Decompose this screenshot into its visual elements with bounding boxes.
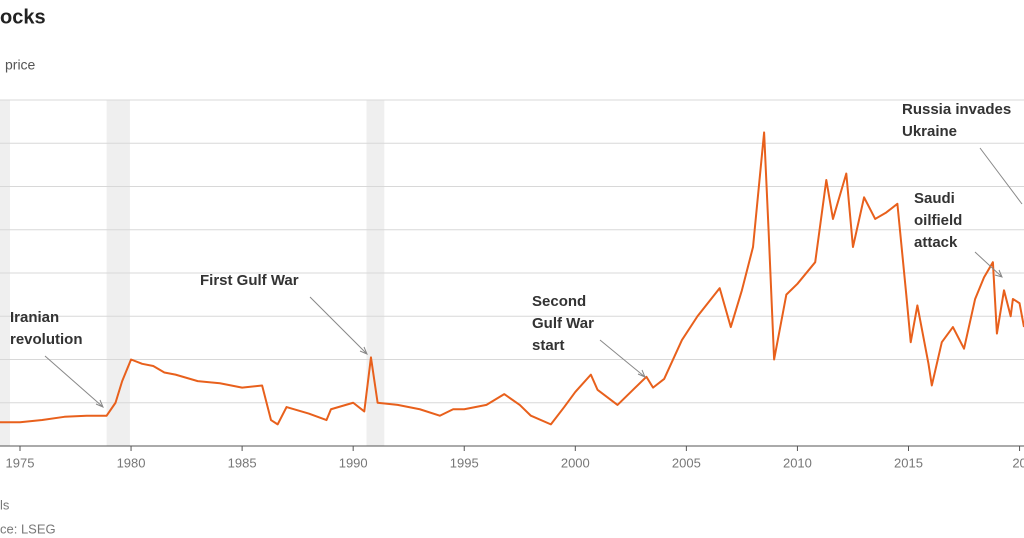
source: ce: LSEG (0, 521, 56, 536)
x-tick-label: 20 (1012, 455, 1024, 470)
annotation: Russia invades (902, 101, 1011, 118)
annotation: Saudi (914, 190, 955, 207)
note: ls (0, 497, 10, 512)
arrow (974, 251, 1003, 278)
chart-title: ocks (0, 6, 46, 28)
annotation: start (532, 337, 565, 354)
subtitle: price (5, 57, 36, 73)
arrow (309, 296, 368, 355)
annotation: Gulf War (532, 315, 594, 332)
x-tick-label: 2015 (894, 455, 923, 470)
x-tick-label: 2005 (672, 455, 701, 470)
annotation: attack (914, 234, 958, 251)
x-tick-label: 1990 (339, 455, 368, 470)
x-tick-label: 2010 (783, 455, 812, 470)
arrow (979, 147, 1023, 205)
x-tick-label: 1975 (6, 455, 35, 470)
annotation: Ukraine (902, 123, 957, 140)
arrow (599, 339, 646, 378)
x-tick-label: 1995 (450, 455, 479, 470)
annotation: Second (532, 293, 586, 310)
x-tick-label: 1980 (117, 455, 146, 470)
arrow (44, 355, 104, 408)
x-tick-label: 1985 (228, 455, 257, 470)
annotation: First Gulf War (200, 272, 299, 289)
price-line (0, 131, 1024, 426)
annotation: oilfield (914, 212, 962, 229)
annotation: revolution (10, 331, 83, 348)
grid (0, 99, 1024, 447)
annotation: Iranian (10, 309, 59, 326)
annotations: Iranian revolution First Gulf War Second… (10, 101, 1023, 408)
x-tick-label: 2000 (561, 455, 590, 470)
